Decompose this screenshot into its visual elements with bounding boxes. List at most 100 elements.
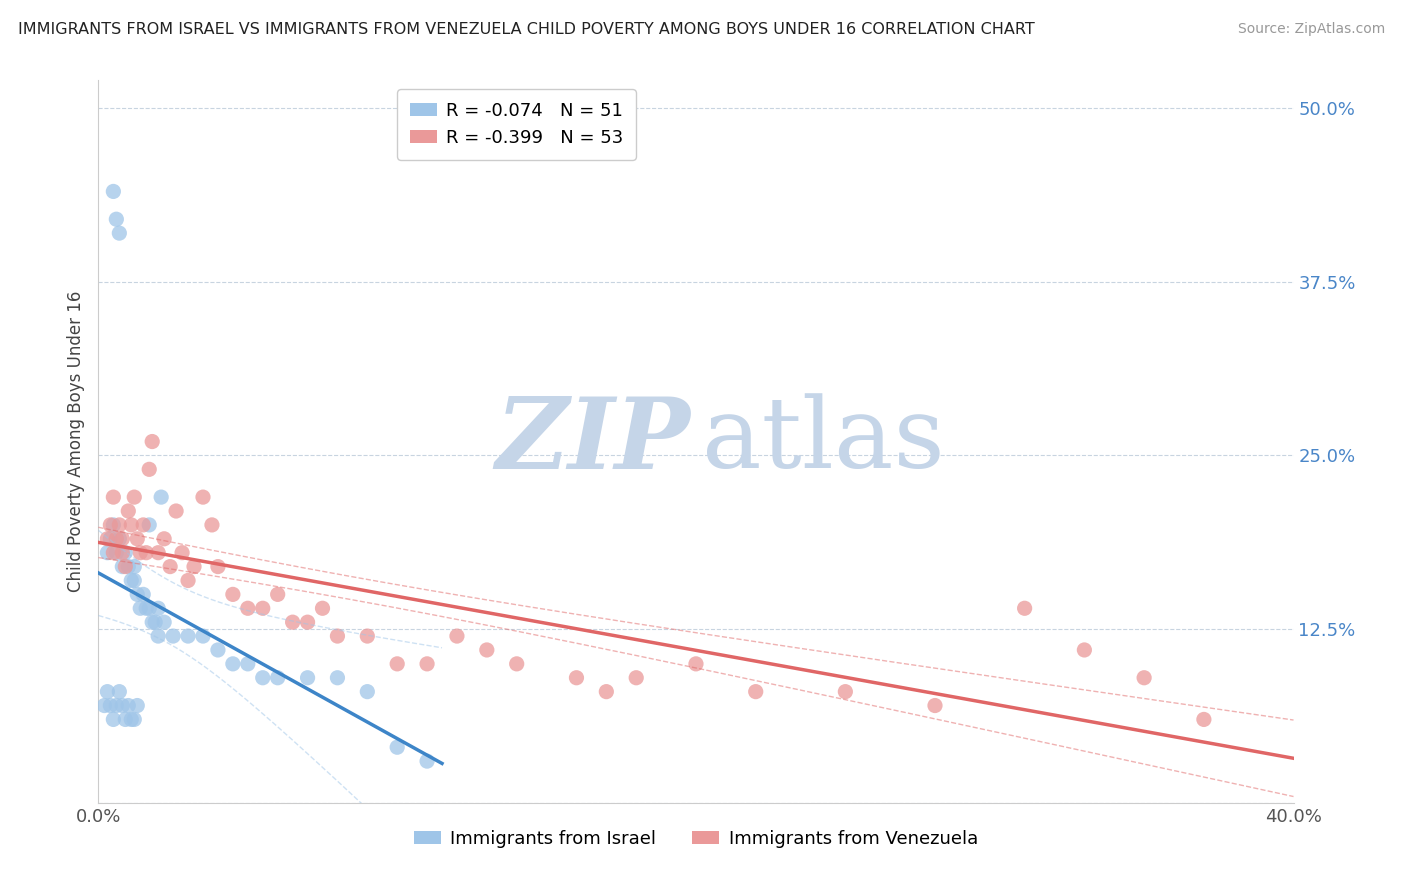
- Point: [141, 434, 163, 449]
- Point: [141, 615, 163, 630]
- Point: [135, 546, 157, 560]
- Point: [267, 671, 290, 685]
- Point: [222, 587, 245, 601]
- Point: [98, 698, 122, 713]
- Point: [162, 629, 184, 643]
- Point: [111, 559, 134, 574]
- Point: [745, 684, 768, 698]
- Point: [159, 559, 181, 574]
- Point: [297, 671, 319, 685]
- Point: [127, 532, 149, 546]
- Point: [129, 601, 152, 615]
- Point: [120, 517, 142, 532]
- Point: [595, 684, 617, 698]
- Point: [153, 615, 176, 630]
- Y-axis label: Child Poverty Among Boys Under 16: Child Poverty Among Boys Under 16: [66, 291, 84, 592]
- Point: [222, 657, 245, 671]
- Point: [207, 643, 229, 657]
- Text: IMMIGRANTS FROM ISRAEL VS IMMIGRANTS FROM VENEZUELA CHILD POVERTY AMONG BOYS UND: IMMIGRANTS FROM ISRAEL VS IMMIGRANTS FRO…: [18, 22, 1035, 37]
- Point: [183, 559, 205, 574]
- Point: [108, 226, 131, 240]
- Point: [834, 684, 856, 698]
- Point: [103, 517, 125, 532]
- Point: [120, 713, 142, 727]
- Point: [103, 185, 125, 199]
- Point: [135, 601, 157, 615]
- Point: [105, 546, 128, 560]
- Point: [1133, 671, 1156, 685]
- Point: [114, 713, 136, 727]
- Point: [356, 629, 378, 643]
- Point: [117, 504, 139, 518]
- Point: [924, 698, 946, 713]
- Point: [416, 657, 439, 671]
- Point: [165, 504, 187, 518]
- Text: atlas: atlas: [702, 393, 945, 490]
- Point: [132, 517, 155, 532]
- Point: [124, 559, 146, 574]
- Point: [148, 546, 170, 560]
- Point: [201, 517, 224, 532]
- Point: [114, 546, 136, 560]
- Legend: Immigrants from Israel, Immigrants from Venezuela: Immigrants from Israel, Immigrants from …: [406, 822, 986, 855]
- Point: [1073, 643, 1095, 657]
- Point: [120, 574, 142, 588]
- Point: [96, 546, 118, 560]
- Point: [207, 559, 229, 574]
- Point: [108, 517, 131, 532]
- Point: [111, 698, 134, 713]
- Point: [117, 698, 139, 713]
- Point: [117, 559, 139, 574]
- Text: ZIP: ZIP: [495, 393, 690, 490]
- Point: [416, 754, 439, 768]
- Point: [103, 546, 125, 560]
- Point: [127, 587, 149, 601]
- Point: [98, 517, 122, 532]
- Point: [565, 671, 588, 685]
- Point: [191, 490, 214, 504]
- Point: [475, 643, 498, 657]
- Point: [252, 601, 274, 615]
- Point: [191, 629, 214, 643]
- Point: [311, 601, 333, 615]
- Point: [124, 713, 146, 727]
- Point: [108, 684, 131, 698]
- Point: [103, 713, 125, 727]
- Point: [356, 684, 378, 698]
- Point: [105, 532, 128, 546]
- Point: [148, 629, 170, 643]
- Point: [326, 671, 349, 685]
- Point: [385, 740, 409, 755]
- Point: [685, 657, 707, 671]
- Point: [326, 629, 349, 643]
- Point: [236, 657, 259, 671]
- Point: [105, 212, 128, 227]
- Point: [138, 462, 160, 476]
- Point: [111, 532, 134, 546]
- Point: [93, 698, 115, 713]
- Point: [114, 559, 136, 574]
- Point: [138, 517, 160, 532]
- Point: [124, 574, 146, 588]
- Point: [267, 587, 290, 601]
- Point: [127, 698, 149, 713]
- Point: [111, 546, 134, 560]
- Point: [148, 601, 170, 615]
- Point: [177, 629, 200, 643]
- Point: [108, 532, 131, 546]
- Point: [96, 684, 118, 698]
- Point: [297, 615, 319, 630]
- Point: [626, 671, 648, 685]
- Point: [96, 532, 118, 546]
- Point: [506, 657, 529, 671]
- Point: [132, 587, 155, 601]
- Point: [129, 546, 152, 560]
- Point: [143, 615, 166, 630]
- Point: [103, 490, 125, 504]
- Point: [177, 574, 200, 588]
- Text: Source: ZipAtlas.com: Source: ZipAtlas.com: [1237, 22, 1385, 37]
- Point: [124, 490, 146, 504]
- Point: [153, 532, 176, 546]
- Point: [281, 615, 304, 630]
- Point: [172, 546, 194, 560]
